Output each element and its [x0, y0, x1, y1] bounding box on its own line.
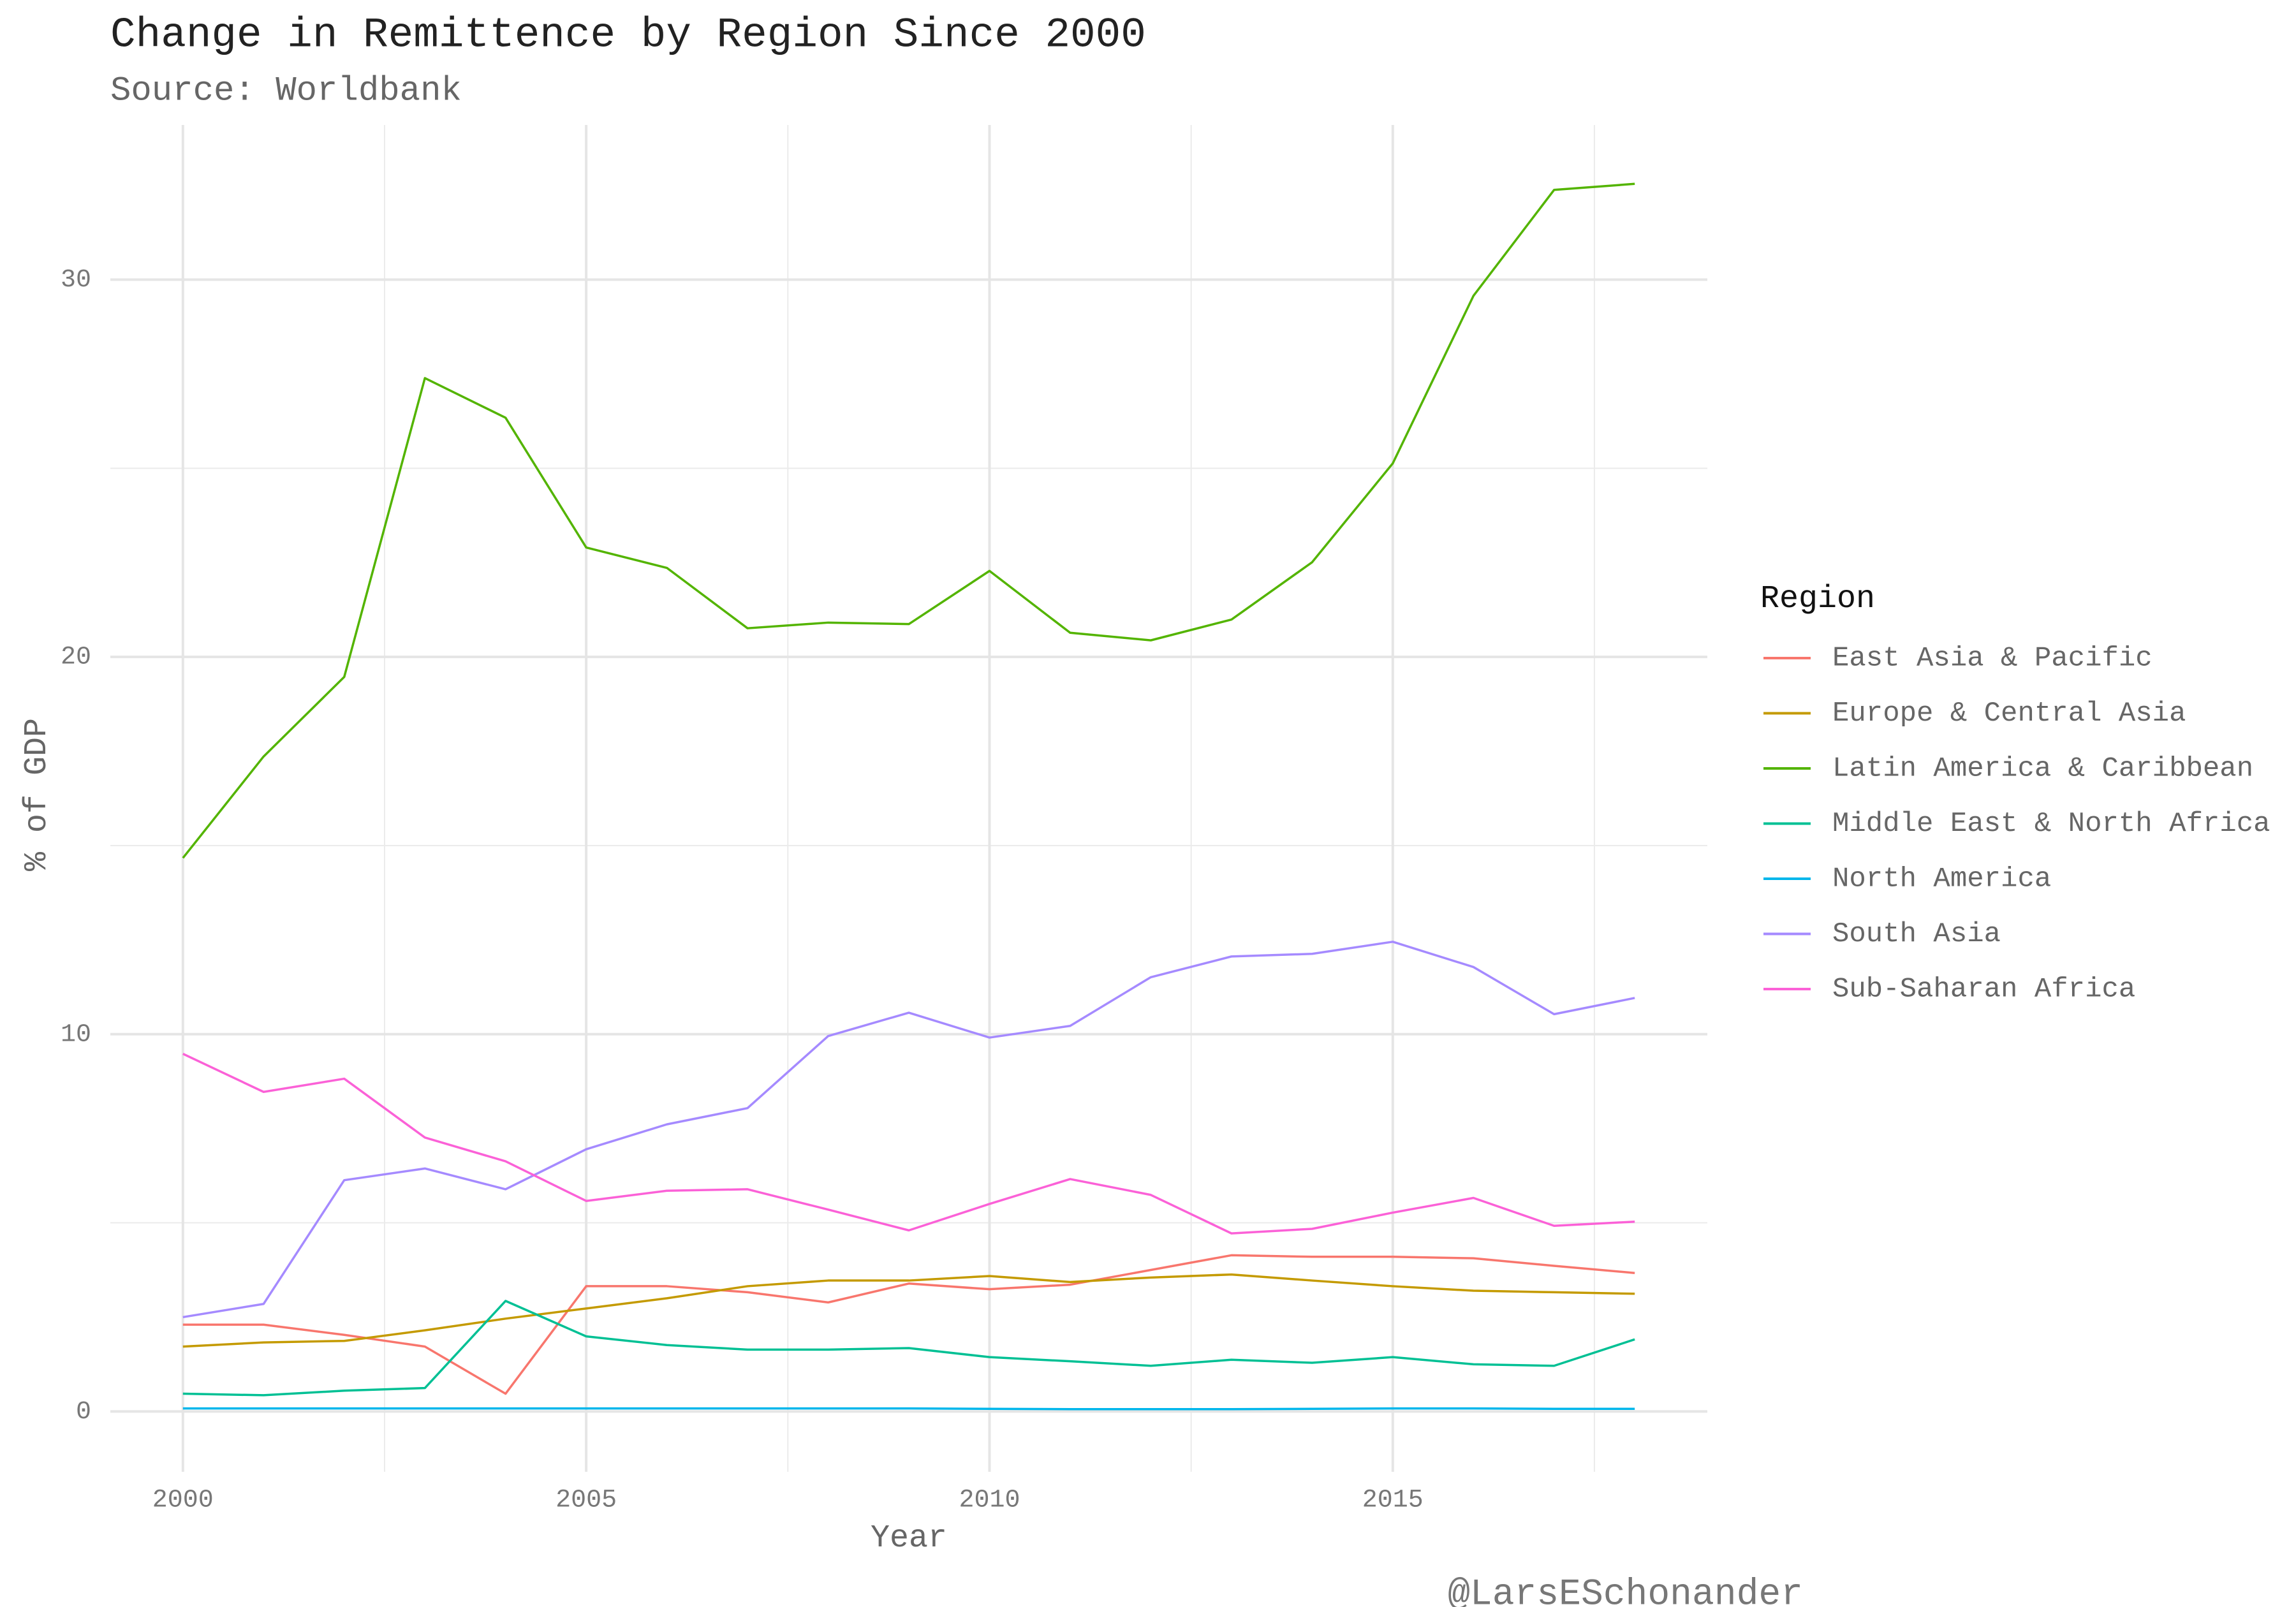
- grid: [110, 125, 1707, 1472]
- legend-label: Latin America & Caribbean: [1832, 753, 2253, 785]
- legend-label: South Asia: [1832, 918, 2001, 950]
- caption: @LarsESchonander: [1448, 1574, 1803, 1607]
- x-tick-label: 2010: [959, 1486, 1020, 1515]
- legend-label: Europe & Central Asia: [1832, 698, 2186, 730]
- legend-label: East Asia & Pacific: [1832, 643, 2152, 675]
- x-axis-title: Year: [871, 1520, 947, 1557]
- y-axis-title: % of GDP: [19, 718, 55, 871]
- series-line: [182, 1300, 1635, 1397]
- x-tick-label: 2000: [152, 1486, 214, 1515]
- y-tick-label: 30: [61, 266, 91, 295]
- y-tick-label: 10: [61, 1020, 91, 1049]
- series-line: [182, 1052, 1635, 1235]
- x-tick-label: 2005: [556, 1486, 617, 1515]
- x-tick-label: 2015: [1362, 1486, 1424, 1515]
- legend-label: Middle East & North Africa: [1832, 808, 2270, 840]
- plot-lines: [182, 182, 1635, 1411]
- series-line: [182, 941, 1635, 1319]
- series-line: [182, 1273, 1635, 1348]
- chart-title: Change in Remittence by Region Since 200…: [110, 11, 1146, 59]
- y-tick-label: 20: [61, 643, 91, 672]
- legend-label: Sub-Saharan Africa: [1832, 974, 2135, 1006]
- y-tick-label: 0: [76, 1398, 91, 1427]
- chart-subtitle: Source: Worldbank: [110, 71, 462, 110]
- legend-label: North America: [1832, 863, 2051, 895]
- legend-title: Region: [1760, 581, 1875, 617]
- series-line: [182, 182, 1635, 859]
- series-line: [182, 1254, 1635, 1395]
